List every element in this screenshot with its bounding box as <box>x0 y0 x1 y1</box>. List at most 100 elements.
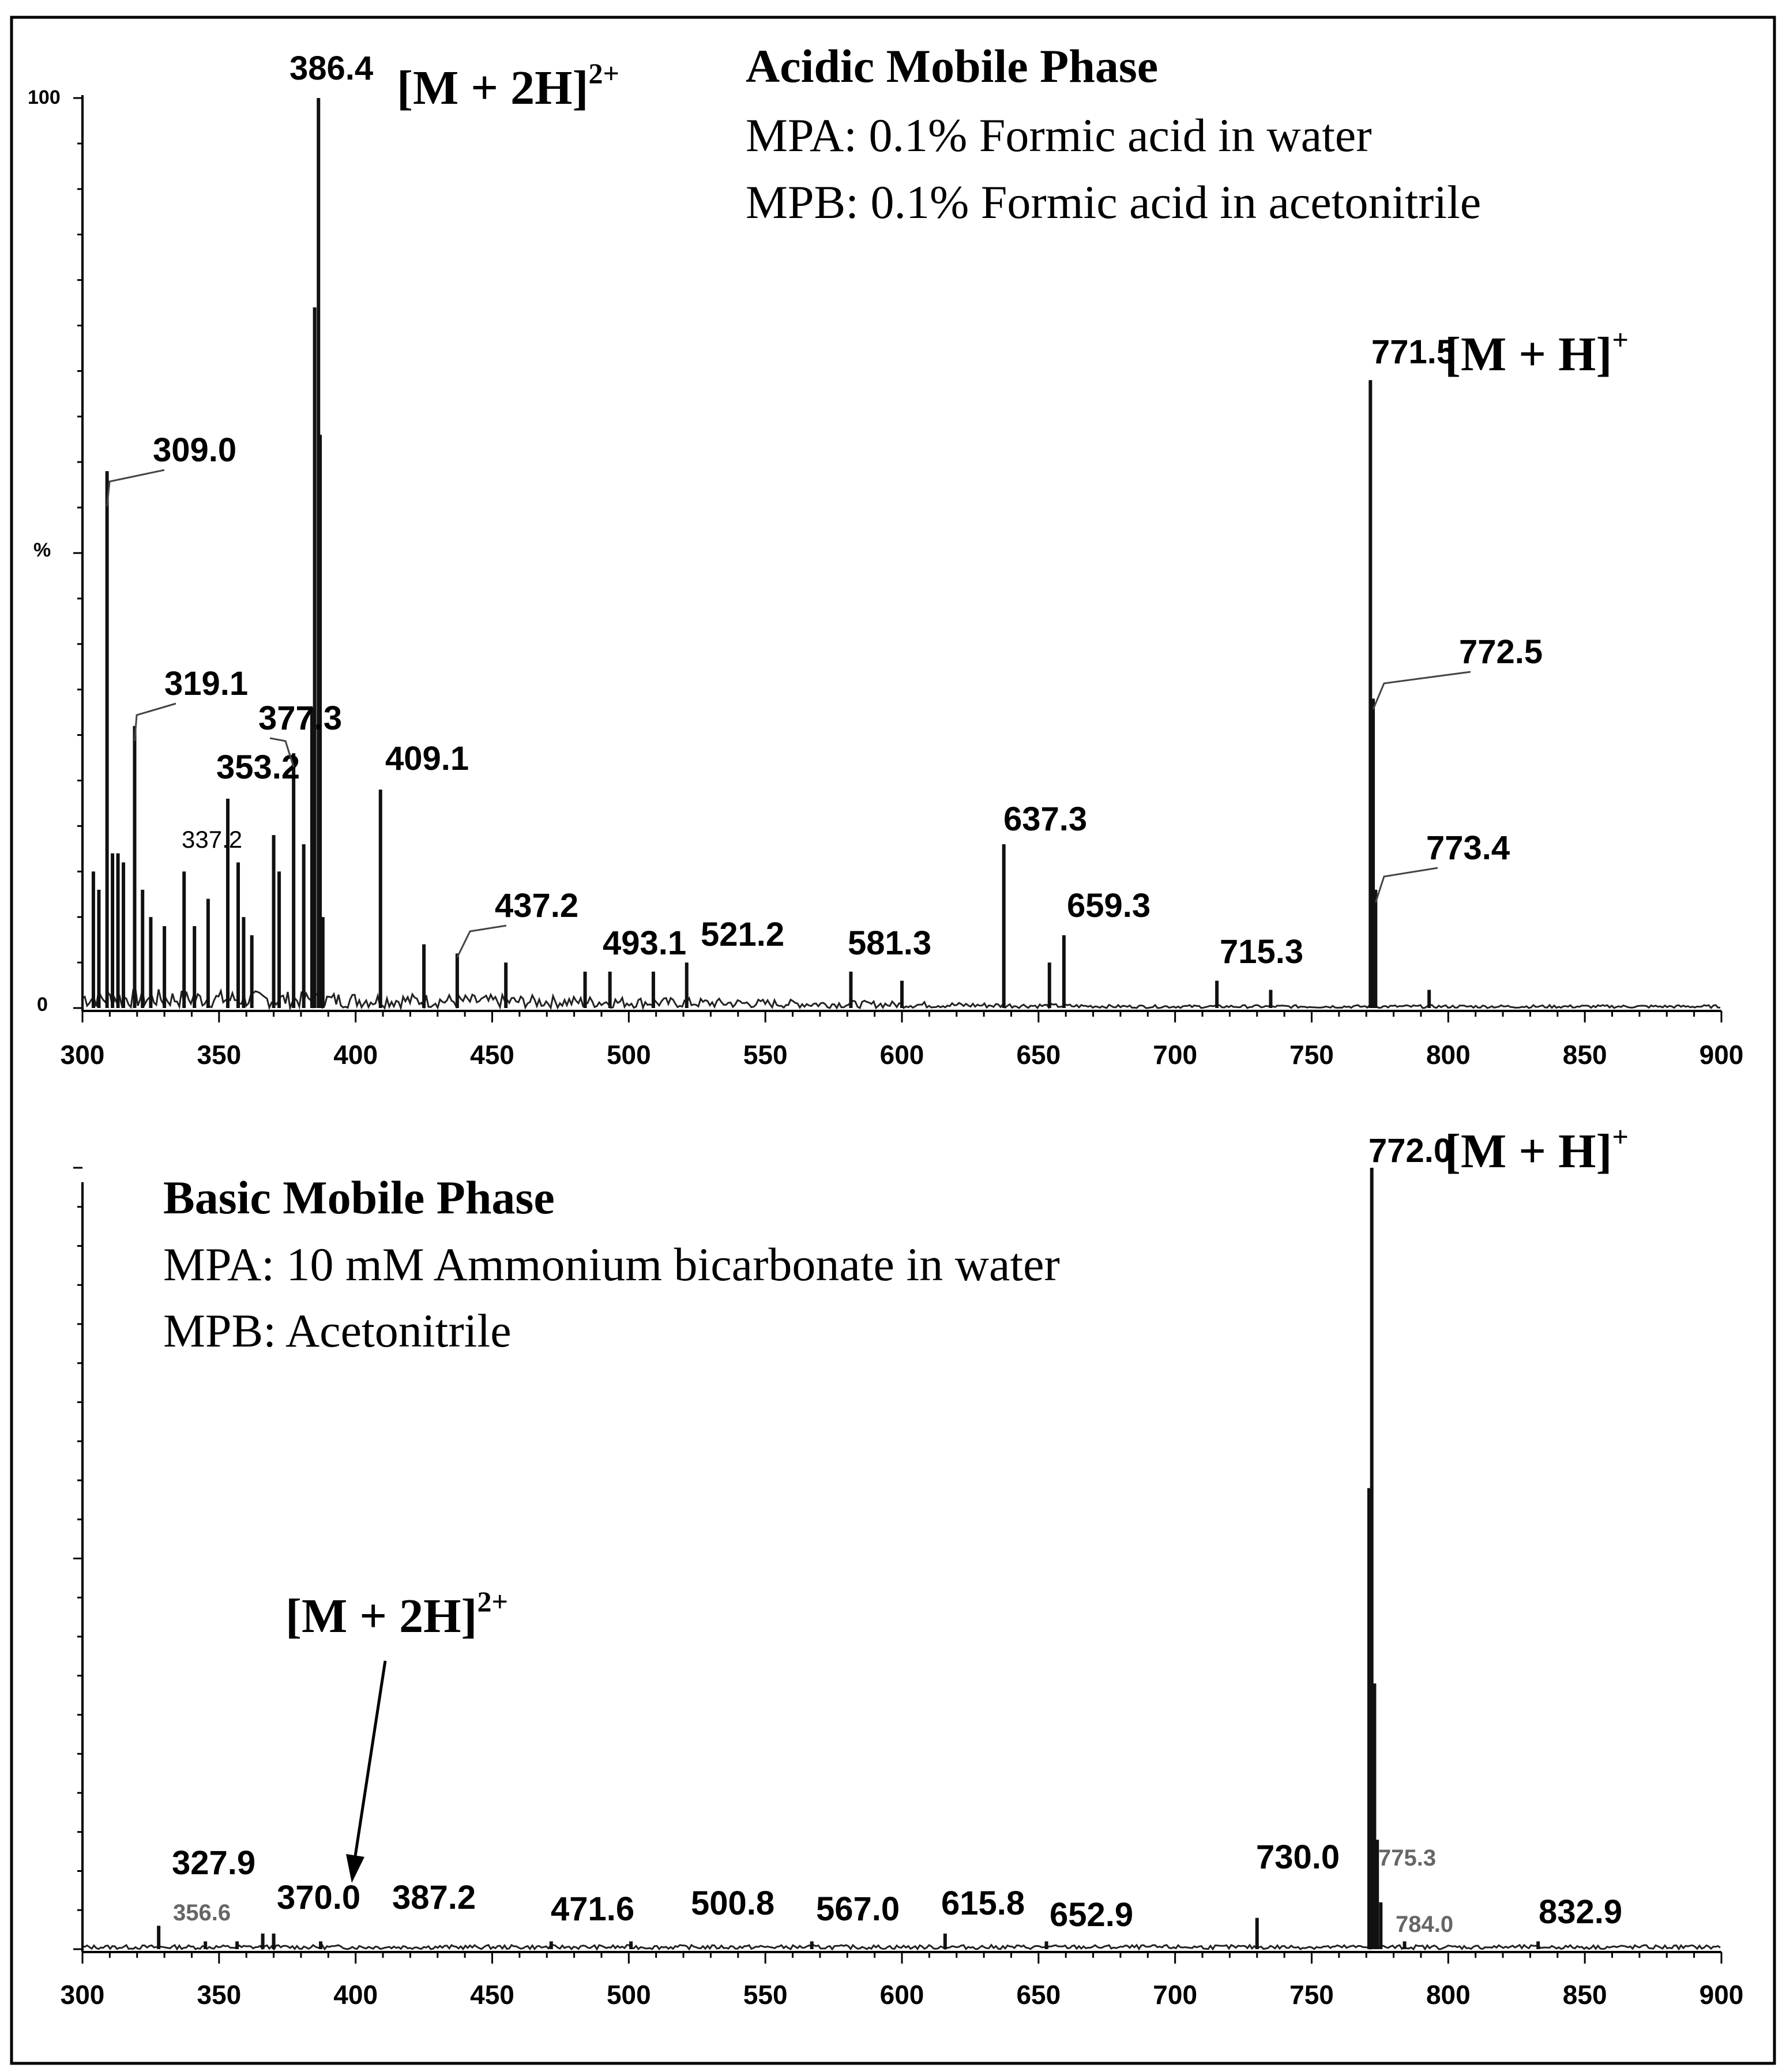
acidic-y-tick-100: 100 <box>28 87 61 108</box>
acidic-x-tick-label: 900 <box>1699 1040 1744 1070</box>
acidic-peak-label-772.5: 772.5 <box>1459 633 1543 671</box>
acidic-x-tick-label: 800 <box>1426 1040 1471 1070</box>
acidic-ion-h-charge: + <box>1612 324 1629 356</box>
basic-peak-label-567.0: 567.0 <box>816 1890 900 1928</box>
acidic-peak-leader-377.3 <box>269 737 295 768</box>
figure-border <box>10 16 1776 2065</box>
acidic-peak-label-493.1: 493.1 <box>603 924 686 962</box>
acidic-x-tick-label: 300 <box>61 1040 105 1070</box>
acidic-ion-2h-charge: 2+ <box>588 57 619 89</box>
acidic-ion-2h-label: [M + 2H]2+ <box>397 57 619 115</box>
basic-condition-mpa: MPA: 10 mM Ammonium bicarbonate in water <box>163 1238 1060 1291</box>
basic-ion-h-text: [M + H] <box>1445 1125 1612 1178</box>
acidic-peak-labels: 309.0 319.1 337.2 353.2 377.3 386.4 409.1 437.2… <box>106 50 1543 971</box>
acidic-minor-peaks <box>91 307 1431 1008</box>
basic-ion-h-label: [M + H]+ <box>1445 1120 1629 1178</box>
basic-peak-label-327.9: 327.9 <box>172 1844 255 1882</box>
basic-peak-label-500.8: 500.8 <box>691 1885 774 1922</box>
acidic-peak-label-377.3: 377.3 <box>258 700 342 737</box>
acidic-x-tick-label: 650 <box>1016 1040 1061 1070</box>
acidic-peak-label-319.1: 319.1 <box>164 665 248 702</box>
acidic-axes: 300 350 400 450 500 550 600 650 700 750 800 850 900 <box>61 95 1744 1070</box>
basic-x-tick-label: 400 <box>333 1980 378 2010</box>
basic-ion-2h-arrow <box>353 1660 387 1860</box>
acidic-peak-leader-772.5 <box>1372 671 1471 710</box>
basic-condition-mpb: MPB: Acetonitrile <box>163 1304 512 1357</box>
basic-peak-label-652.9: 652.9 <box>1050 1896 1133 1934</box>
basic-x-tick-label: 900 <box>1699 1980 1744 2010</box>
basic-peak-label-832.9: 832.9 <box>1539 1893 1622 1931</box>
acidic-peak-label-309.0: 309.0 <box>153 431 236 469</box>
basic-x-tick-label: 750 <box>1289 1980 1334 2010</box>
acidic-condition-mpb: MPB: 0.1% Formic acid in acetonitrile <box>746 176 1481 228</box>
basic-peak-labels: 327.9 356.6 370.0 387.2 471.6 500.8 567.0 615.8… <box>172 1132 1622 1937</box>
basic-ion-h-charge: + <box>1612 1120 1629 1153</box>
basic-ion-2h-text: [M + 2H] <box>285 1589 477 1643</box>
acidic-x-tick-label: 750 <box>1289 1040 1334 1070</box>
acidic-x-tick-label: 850 <box>1563 1040 1607 1070</box>
basic-x-tick-label: 500 <box>607 1980 651 2010</box>
acidic-x-tick-label: 600 <box>880 1040 924 1070</box>
acidic-peak-label-409.1: 409.1 <box>385 740 469 777</box>
acidic-x-tick-label: 550 <box>743 1040 788 1070</box>
acidic-ion-h-label: [M + H]+ <box>1445 324 1629 381</box>
acidic-peak-label-637.3: 637.3 <box>1003 800 1087 838</box>
basic-ion-2h-arrowhead <box>346 1854 364 1883</box>
acidic-title: Acidic Mobile Phase <box>746 40 1158 92</box>
basic-peak-label-730.0: 730.0 <box>1256 1838 1340 1876</box>
acidic-spectrum-panel: 300 350 400 450 500 550 600 650 700 750 800 850 900 … <box>28 40 1743 1070</box>
acidic-peak-label-353.2: 353.2 <box>216 749 300 786</box>
basic-peak-label-615.8: 615.8 <box>941 1885 1025 1922</box>
basic-x-tick-label: 550 <box>743 1980 788 2010</box>
basic-title: Basic Mobile Phase <box>163 1171 555 1224</box>
acidic-peak-label-337.2: 337.2 <box>182 826 242 853</box>
basic-x-tick-label: 700 <box>1153 1980 1197 2010</box>
acidic-x-tick-label: 700 <box>1153 1040 1197 1070</box>
basic-axes: 300 350 400 450 500 550 600 650 700 750 800 850 900 <box>61 1167 1744 2010</box>
basic-x-tick-label: 600 <box>880 1980 924 2010</box>
acidic-condition-mpa: MPA: 0.1% Formic acid in water <box>746 109 1372 161</box>
acidic-peak-leader-773.4 <box>1374 867 1438 903</box>
basic-peak-label-784.0: 784.0 <box>1396 1912 1453 1937</box>
acidic-x-tick-label: 400 <box>333 1040 378 1070</box>
acidic-peak-label-581.3: 581.3 <box>848 924 931 962</box>
basic-x-tick-label: 450 <box>470 1980 514 2010</box>
acidic-peak-leader-309.0 <box>106 469 165 507</box>
acidic-peak-label-771.5: 771.5 <box>1371 333 1455 371</box>
basic-minor-peaks <box>204 1488 1379 1949</box>
acidic-peak-label-773.4: 773.4 <box>1426 829 1510 867</box>
acidic-x-tick-label: 500 <box>607 1040 651 1070</box>
acidic-y-tick-percent: % <box>33 539 51 561</box>
acidic-peak-label-659.3: 659.3 <box>1067 887 1150 924</box>
acidic-peak-label-521.2: 521.2 <box>701 916 784 953</box>
basic-baseline-noise <box>82 1943 1721 1951</box>
basic-x-tick-label: 850 <box>1563 1980 1607 2010</box>
basic-peak-label-772.0: 772.0 <box>1368 1132 1452 1170</box>
basic-spectrum-panel: 300 350 400 450 500 550 600 650 700 750 800 850 900 … <box>61 1120 1744 2010</box>
acidic-peak-leader-437.2 <box>456 924 507 958</box>
acidic-peak-leader-319.1 <box>133 702 176 742</box>
basic-peak-label-356.6: 356.6 <box>173 1900 231 1926</box>
basic-peak-label-775.3: 775.3 <box>1378 1845 1436 1871</box>
basic-x-tick-label: 800 <box>1426 1980 1471 2010</box>
acidic-y-tick-0: 0 <box>37 994 48 1016</box>
acidic-ion-2h-text: [M + 2H] <box>397 61 588 115</box>
basic-x-tick-label: 300 <box>61 1980 105 2010</box>
acidic-ion-h-text: [M + H] <box>1445 328 1612 381</box>
acidic-peak-label-715.3: 715.3 <box>1220 933 1303 971</box>
basic-x-tick-label: 350 <box>197 1980 241 2010</box>
acidic-peak-label-386.4: 386.4 <box>289 50 373 87</box>
basic-labeled-peaks <box>157 1168 1540 1949</box>
basic-ion-2h-charge: 2+ <box>477 1585 508 1618</box>
basic-ion-2h-label: [M + 2H]2+ <box>285 1585 508 1643</box>
basic-x-tick-label: 650 <box>1016 1980 1061 2010</box>
basic-noise-trace <box>82 1943 1721 1951</box>
basic-peak-label-471.6: 471.6 <box>551 1890 634 1928</box>
acidic-x-tick-label: 350 <box>197 1040 241 1070</box>
acidic-labeled-peaks <box>105 98 1378 1008</box>
acidic-peak-label-437.2: 437.2 <box>495 887 578 924</box>
basic-peak-label-387.2: 387.2 <box>392 1879 476 1916</box>
acidic-x-tick-label: 450 <box>470 1040 514 1070</box>
basic-peak-label-370.0: 370.0 <box>277 1879 360 1916</box>
